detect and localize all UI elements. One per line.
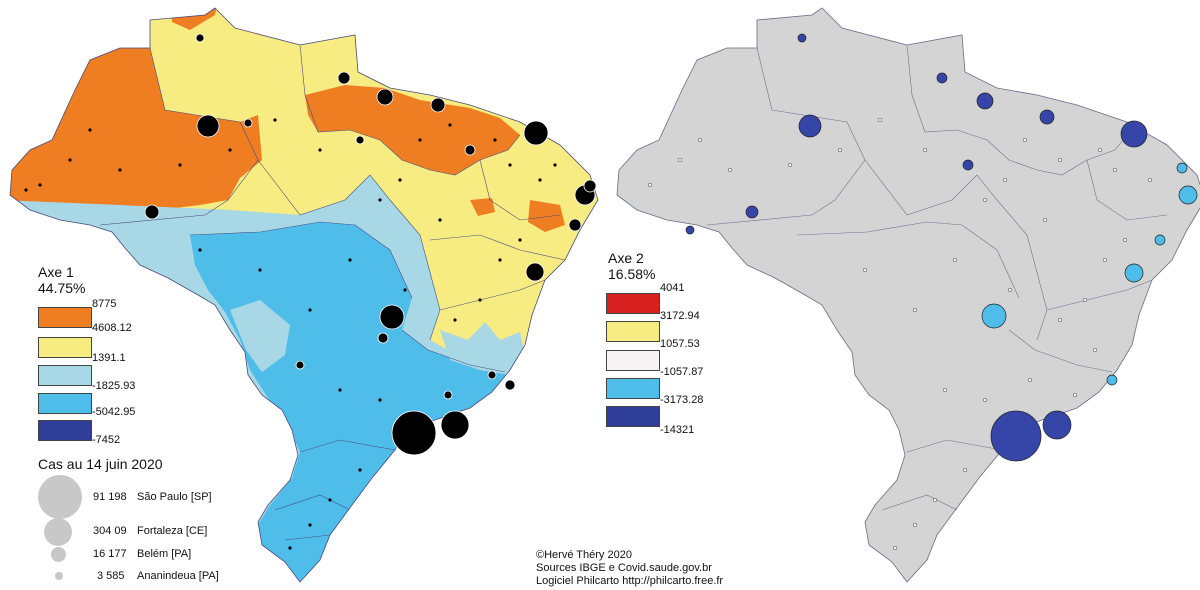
bubble2-recife: [1178, 185, 1198, 205]
bubble-manaus: [196, 114, 220, 138]
cases-place-3: Ananindeua [PA]: [137, 570, 219, 582]
bubble-a1: [195, 33, 205, 43]
bubble2-sao-luis: [1039, 109, 1055, 125]
legend-axe1-break-0: 8775: [92, 298, 117, 310]
cases-place-1: Fortaleza [CE]: [137, 525, 208, 537]
map-axe1: [9, 7, 599, 583]
map-axe2: [616, 7, 1200, 583]
cases-place-0: São Paulo [SP]: [137, 491, 212, 503]
legend-axe1-swatch-3: [38, 393, 92, 414]
credits: ©Hervé Théry 2020 Sources IBGE e Covid.s…: [536, 549, 723, 588]
legend-axe2-break-5: -14321: [660, 424, 695, 436]
bubble-belem: [376, 88, 394, 106]
state-borders-right: [706, 44, 1168, 511]
bubble2-macapa: [936, 72, 948, 84]
zone-orange-patch: [528, 200, 565, 232]
city-bubbles-axe2: [685, 33, 1198, 462]
bubble2-c1: [962, 159, 974, 171]
legend-axe2-swatch-0: [606, 293, 660, 314]
bubble-macapa: [337, 71, 351, 85]
bubble-porto-velho: [144, 204, 160, 220]
bubble-a5: [487, 370, 497, 380]
bubble2-manaus: [798, 114, 822, 138]
bubble2-c2: [1154, 234, 1166, 246]
cases-value-1: 304 09: [93, 525, 127, 537]
bubble-maceio: [568, 218, 582, 232]
legend-axe1-break-3: -1825.93: [92, 380, 136, 392]
legend-axe1-break-4: -5042.95: [92, 406, 136, 418]
legend-axe2-break-2: 1057.53: [660, 338, 700, 350]
legend-axe2-swatch-4: [606, 406, 660, 427]
zone-light-blue-west: [230, 300, 290, 372]
legend-axe2-swatch-3: [606, 378, 660, 399]
bubble2-c5: [1176, 162, 1188, 174]
state-borders: [99, 44, 566, 541]
bubble-goiania: [377, 332, 389, 344]
city-dots-axe1: [24, 118, 557, 550]
cases-bubble-2: [51, 547, 66, 562]
bubble-brasilia: [379, 304, 405, 330]
credit-author: ©Hervé Théry 2020: [536, 549, 632, 561]
legend-axe2-title-line1: Axe 2: [608, 250, 644, 266]
legend-axe2-title-line2: 16.58%: [608, 266, 656, 282]
bubble-a6: [355, 135, 365, 145]
bubble2-c4: [685, 225, 695, 235]
cases-value-3: 3 585: [97, 570, 125, 582]
legend-axe1-break-5: -7452: [92, 434, 121, 446]
bubble2-c3: [1106, 374, 1118, 386]
cases-place-2: Belém [PA]: [137, 548, 192, 560]
bubble2-fortaleza: [1120, 120, 1148, 148]
legend-axe2-break-1: 3172.94: [660, 310, 700, 322]
legend-axe2-break-0: 4041: [660, 282, 685, 294]
credit-sources: Sources IBGE e Covid.saude.gov.br: [536, 562, 712, 574]
bubble-natal: [583, 179, 597, 193]
cases-value-2: 16 177: [93, 548, 127, 560]
bubble-sao-paulo: [391, 410, 437, 456]
city-dots-axe2: [647, 117, 1153, 551]
bubble2-rio: [1042, 410, 1072, 440]
cases-bubble-1: [44, 518, 72, 546]
cases-value-0: 91 198: [93, 491, 127, 503]
legend-axe1-break-2: 1391.1: [92, 352, 126, 364]
legend-axe1-swatch-2: [38, 365, 92, 386]
legend-axe2-swatch-2: [606, 350, 660, 371]
bubble2-brasilia: [981, 303, 1007, 329]
bubble-a4: [443, 390, 453, 400]
city-bubbles-axe1: [144, 33, 597, 456]
legend-axe1-swatch-4: [38, 420, 92, 441]
bubble-vitoria: [504, 379, 516, 391]
legend-axe1-title-line2: 44.75%: [38, 280, 86, 296]
bubble-salvador: [525, 262, 545, 282]
legend-axe1-title: Axe 1 44.75%: [38, 264, 85, 296]
bubble2-boa-vista: [797, 33, 807, 43]
bubble2-sao-paulo: [990, 410, 1042, 462]
legend-axe2-break-3: -1057.87: [660, 366, 704, 378]
legend-axe1-break-1: 4608.12: [92, 322, 132, 334]
cases-bubble-3: [55, 572, 63, 580]
legend-axe1-swatch-0: [38, 307, 92, 328]
bubble-sao-luis: [430, 97, 446, 113]
legend-axe2-break-4: -3173.28: [660, 394, 704, 406]
cases-bubble-0: [38, 475, 82, 519]
credit-software: Logiciel Philcarto http://philcarto.free…: [536, 575, 724, 587]
legend-axe1-swatch-1: [38, 337, 92, 358]
bubble-rio: [440, 410, 470, 440]
legend-axe2-title: Axe 2 16.58%: [608, 250, 655, 282]
cases-legend-title: Cas au 14 juin 2020: [38, 456, 163, 472]
bubble2-belem: [976, 92, 994, 110]
bubble2-porto-velho: [745, 205, 759, 219]
legend-axe2-swatch-1: [606, 321, 660, 342]
zone-orange-patch2: [470, 198, 495, 216]
bubble-a3: [295, 360, 305, 370]
bubble-teresina: [464, 144, 476, 156]
bubble-a2: [243, 118, 253, 128]
bubble-fortaleza: [523, 120, 549, 146]
bubble2-salvador: [1124, 263, 1144, 283]
legend-axe1-title-line1: Axe 1: [38, 264, 74, 280]
